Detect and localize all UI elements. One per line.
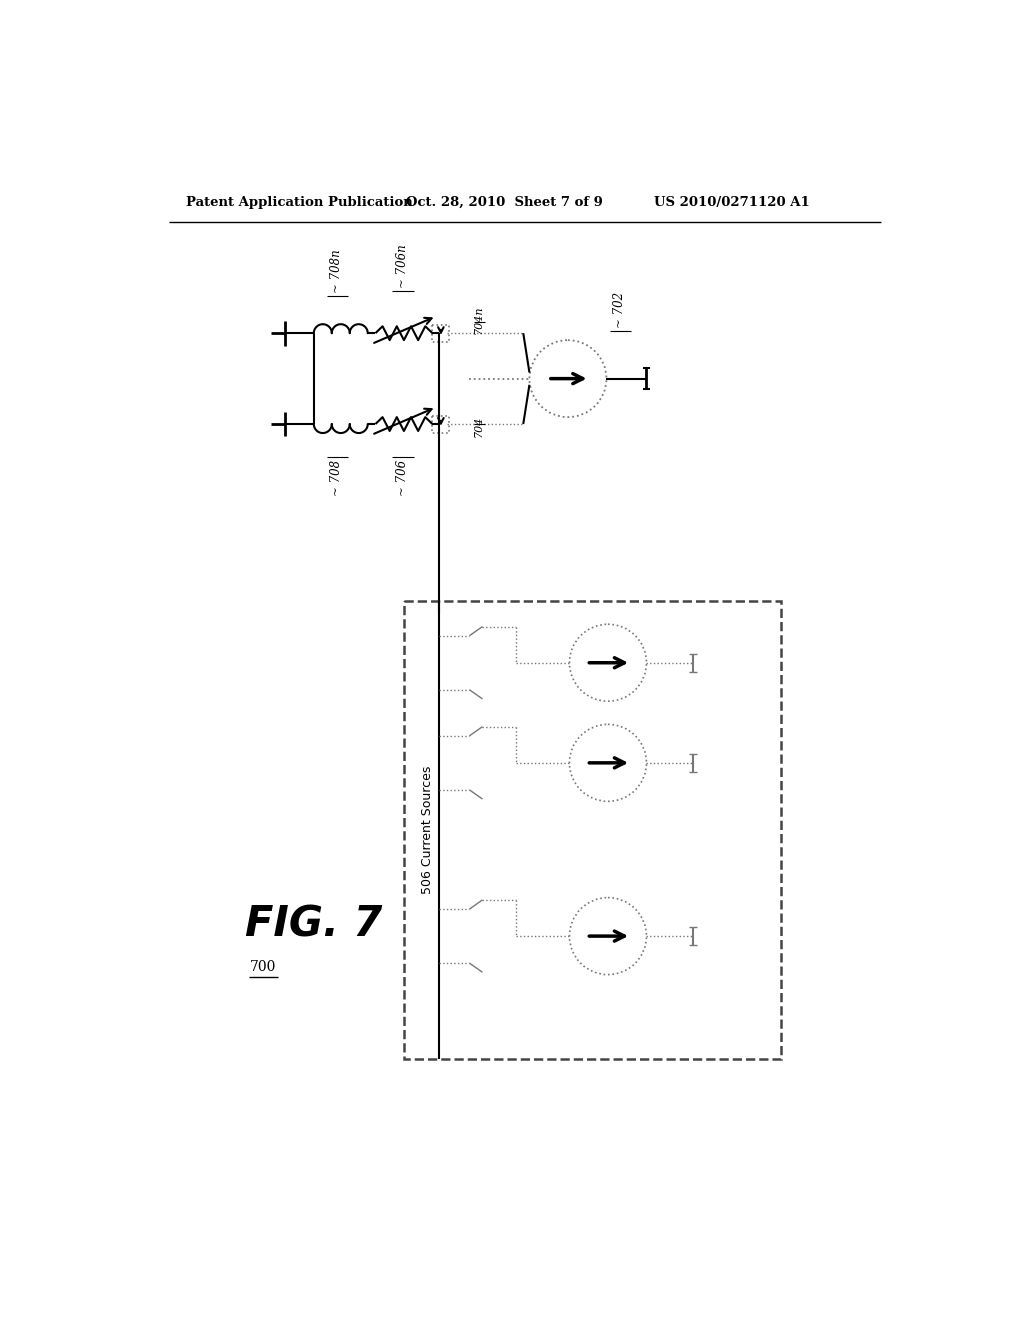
Text: ~ 702: ~ 702: [613, 292, 626, 327]
Text: ~ 706: ~ 706: [396, 461, 409, 496]
Text: ~ 706n: ~ 706n: [396, 244, 409, 288]
Text: 700: 700: [250, 960, 276, 974]
Text: 704: 704: [473, 416, 483, 437]
Bar: [403, 601, 781, 1059]
Text: ~ 708: ~ 708: [331, 461, 343, 496]
Text: US 2010/0271120 A1: US 2010/0271120 A1: [654, 197, 810, 209]
Bar: [432, 325, 450, 342]
Text: FIG. 7: FIG. 7: [245, 903, 382, 945]
Bar: [432, 416, 450, 433]
Text: 704n: 704n: [473, 306, 483, 334]
Text: ~ 708n: ~ 708n: [331, 249, 343, 293]
Text: 506 Current Sources: 506 Current Sources: [421, 766, 433, 895]
Text: Oct. 28, 2010  Sheet 7 of 9: Oct. 28, 2010 Sheet 7 of 9: [407, 197, 603, 209]
Text: Patent Application Publication: Patent Application Publication: [186, 197, 413, 209]
